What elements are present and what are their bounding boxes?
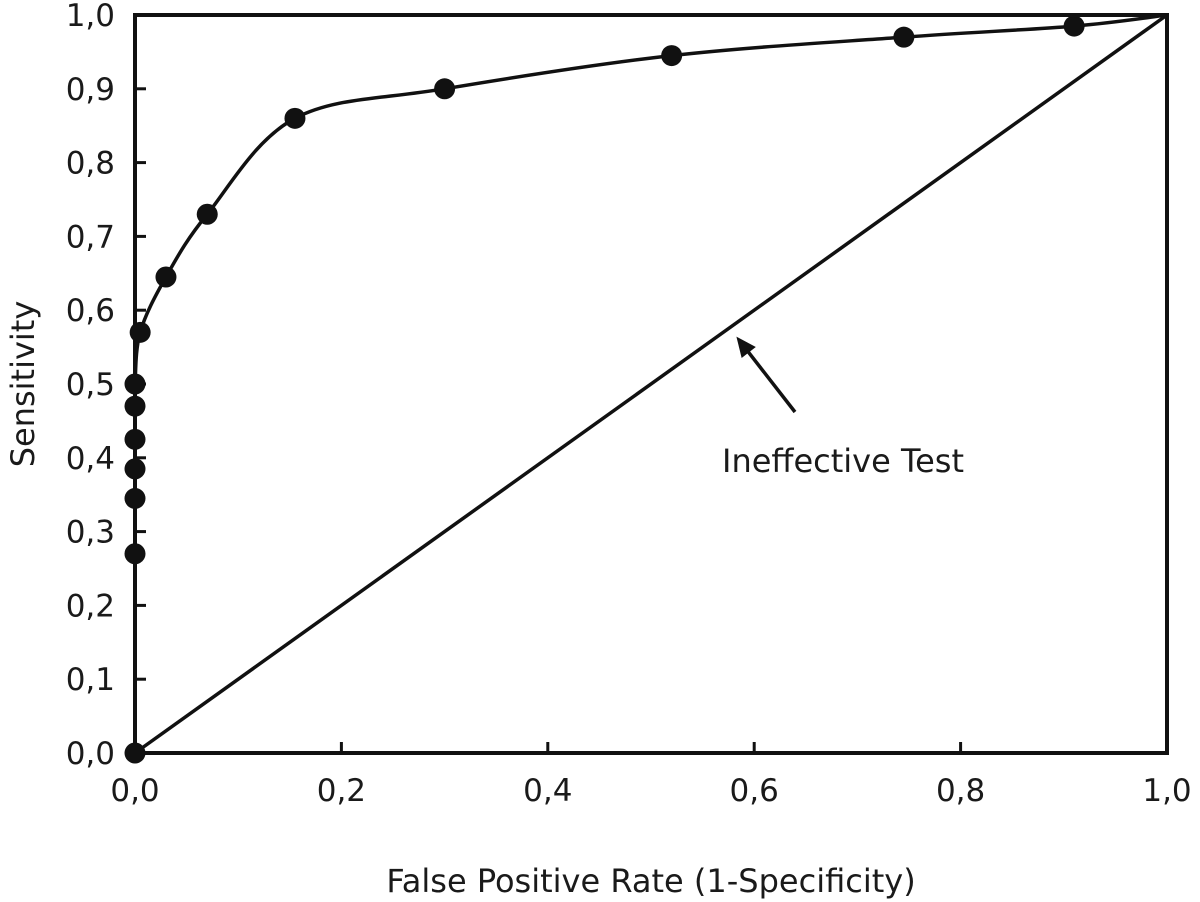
roc-point: [124, 458, 146, 480]
y-tick-label: 0,5: [66, 367, 115, 403]
roc-point: [124, 428, 146, 450]
roc-point: [124, 373, 146, 395]
roc-point: [893, 26, 915, 48]
x-axis-ticks: 0,0 0,2 0,4 0,6 0,8 1,0: [110, 742, 1192, 809]
y-tick-label: 0,0: [66, 736, 115, 772]
y-tick-label: 0,9: [66, 72, 115, 108]
roc-point: [434, 78, 456, 100]
annotation-arrow-shaft: [743, 346, 797, 414]
y-tick-label: 0,3: [66, 515, 115, 551]
x-tick-label: 1,0: [1142, 773, 1191, 809]
y-tick-label: 0,7: [66, 219, 115, 255]
y-tick-label: 0,2: [66, 588, 115, 624]
roc-point: [124, 487, 146, 509]
x-tick-label: 0,2: [317, 773, 366, 809]
roc-point: [155, 266, 177, 288]
annotation-label: Ineffective Test: [722, 442, 964, 480]
roc-point: [124, 742, 146, 764]
annotation-arrow-head: [736, 336, 756, 359]
roc-point: [124, 395, 146, 417]
y-axis-ticks: 0,0 0,1 0,2 0,3 0,4 0,5 0,6 0,7 0,8 0,9 1,0: [66, 0, 146, 772]
x-tick-label: 0,8: [936, 773, 985, 809]
roc-points: [124, 15, 1085, 764]
x-tick-label: 0,0: [110, 773, 159, 809]
roc-point: [284, 107, 306, 129]
reference-diagonal-line: [133, 13, 1169, 755]
y-tick-label: 1,0: [66, 0, 115, 34]
y-tick-label: 0,6: [66, 293, 115, 329]
x-tick-label: 0,4: [523, 773, 572, 809]
y-tick-label: 0,4: [66, 441, 115, 477]
x-axis-title: False Positive Rate (1-Specificity): [386, 862, 915, 900]
x-tick-label: 0,6: [730, 773, 779, 809]
roc-point: [196, 203, 218, 225]
roc-point: [1063, 15, 1085, 37]
roc-point: [124, 543, 146, 565]
roc-point: [129, 321, 151, 343]
y-axis-title: Sensitivity: [4, 301, 42, 468]
roc-point: [661, 45, 683, 67]
annotation-layer: Ineffective Test: [722, 336, 964, 480]
y-tick-label: 0,1: [66, 662, 115, 698]
y-tick-label: 0,8: [66, 146, 115, 182]
